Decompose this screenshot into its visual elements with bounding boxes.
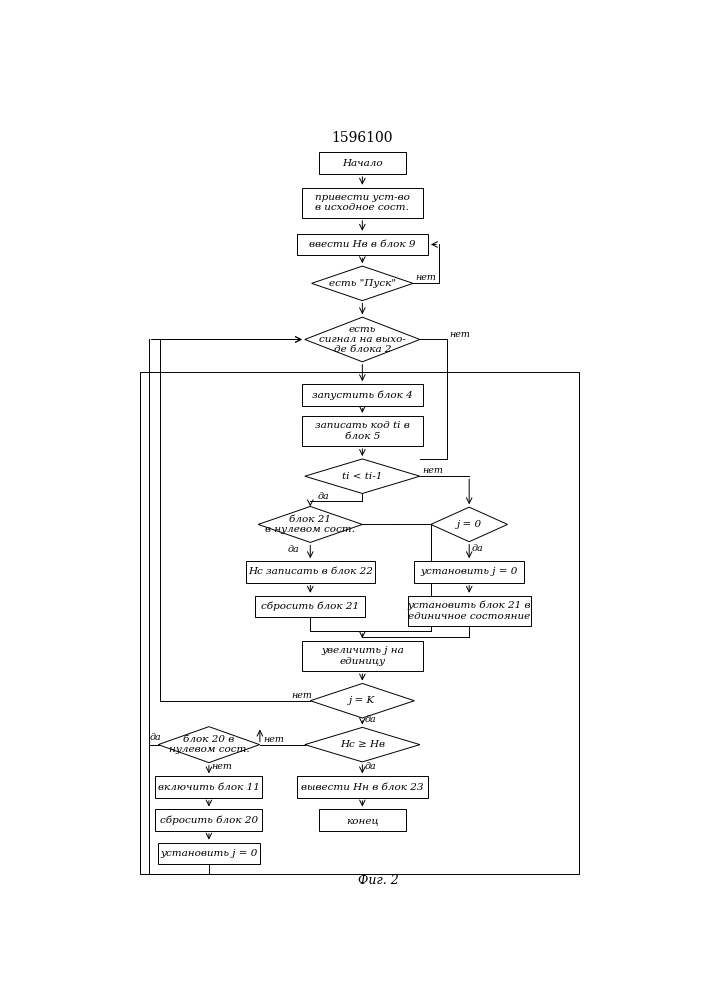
FancyBboxPatch shape: [319, 809, 407, 831]
Text: включить блок 11: включить блок 11: [158, 783, 260, 792]
Text: записать код ti в
блок 5: записать код ti в блок 5: [315, 421, 410, 441]
Polygon shape: [158, 727, 259, 763]
FancyBboxPatch shape: [297, 776, 428, 798]
Text: установить блок 21 в
единичное состояние: установить блок 21 в единичное состояние: [407, 601, 531, 621]
Text: да: да: [287, 545, 299, 554]
Text: да: да: [365, 762, 377, 771]
Polygon shape: [305, 727, 420, 762]
FancyBboxPatch shape: [156, 809, 262, 831]
Text: сбросить блок 21: сбросить блок 21: [261, 602, 359, 611]
Text: да: да: [150, 733, 161, 742]
Text: да: да: [472, 544, 483, 553]
Polygon shape: [310, 683, 414, 718]
FancyBboxPatch shape: [414, 561, 524, 583]
Text: установить j = 0: установить j = 0: [160, 849, 257, 858]
Text: 1596100: 1596100: [332, 131, 393, 145]
Polygon shape: [431, 507, 508, 542]
Text: блок 21
в нулевом сост.: блок 21 в нулевом сост.: [265, 515, 355, 534]
Text: блок 20 в
нулевом сост.: блок 20 в нулевом сост.: [168, 735, 250, 754]
Text: нет: нет: [264, 735, 285, 744]
FancyBboxPatch shape: [302, 416, 423, 446]
Polygon shape: [305, 459, 420, 493]
Text: запустить блок 4: запустить блок 4: [312, 390, 413, 400]
FancyBboxPatch shape: [158, 843, 259, 864]
Text: увеличить j на
единицу: увеличить j на единицу: [321, 646, 404, 666]
FancyBboxPatch shape: [302, 641, 423, 671]
Text: привести уст-во
в исходное сост.: привести уст-во в исходное сост.: [315, 193, 410, 212]
Text: да: да: [365, 715, 377, 724]
Text: есть "Пуск": есть "Пуск": [329, 279, 396, 288]
Text: Начало: Начало: [342, 159, 382, 168]
FancyBboxPatch shape: [255, 596, 365, 617]
FancyBboxPatch shape: [156, 776, 262, 798]
Text: Нс записать в блок 22: Нс записать в блок 22: [248, 567, 373, 576]
Text: j = 0: j = 0: [457, 520, 481, 529]
Text: конец: конец: [346, 816, 379, 825]
Text: нет: нет: [423, 466, 443, 475]
Text: установить j = 0: установить j = 0: [421, 567, 518, 576]
Text: да: да: [317, 492, 329, 501]
Text: Нс ≥ Нв: Нс ≥ Нв: [340, 740, 385, 749]
FancyBboxPatch shape: [302, 384, 423, 406]
Text: нет: нет: [449, 330, 469, 339]
Text: Фиг. 2: Фиг. 2: [358, 874, 399, 887]
Text: есть
сигнал на выхо-
де блока 2: есть сигнал на выхо- де блока 2: [319, 325, 406, 354]
Text: нет: нет: [416, 273, 436, 282]
Text: нет: нет: [291, 691, 312, 700]
FancyBboxPatch shape: [297, 234, 428, 255]
Text: ввести Нв в блок 9: ввести Нв в блок 9: [309, 240, 416, 249]
Polygon shape: [305, 317, 420, 362]
Text: вывести Нн в блок 23: вывести Нн в блок 23: [301, 783, 423, 792]
FancyBboxPatch shape: [407, 596, 531, 626]
Polygon shape: [258, 506, 363, 542]
Text: сбросить блок 20: сбросить блок 20: [160, 815, 258, 825]
Text: j = K: j = K: [349, 696, 375, 705]
FancyBboxPatch shape: [246, 561, 375, 583]
FancyBboxPatch shape: [319, 152, 407, 174]
Polygon shape: [312, 266, 413, 301]
Text: нет: нет: [211, 762, 232, 771]
FancyBboxPatch shape: [302, 188, 423, 218]
Text: ti < ti-1: ti < ti-1: [342, 472, 382, 481]
